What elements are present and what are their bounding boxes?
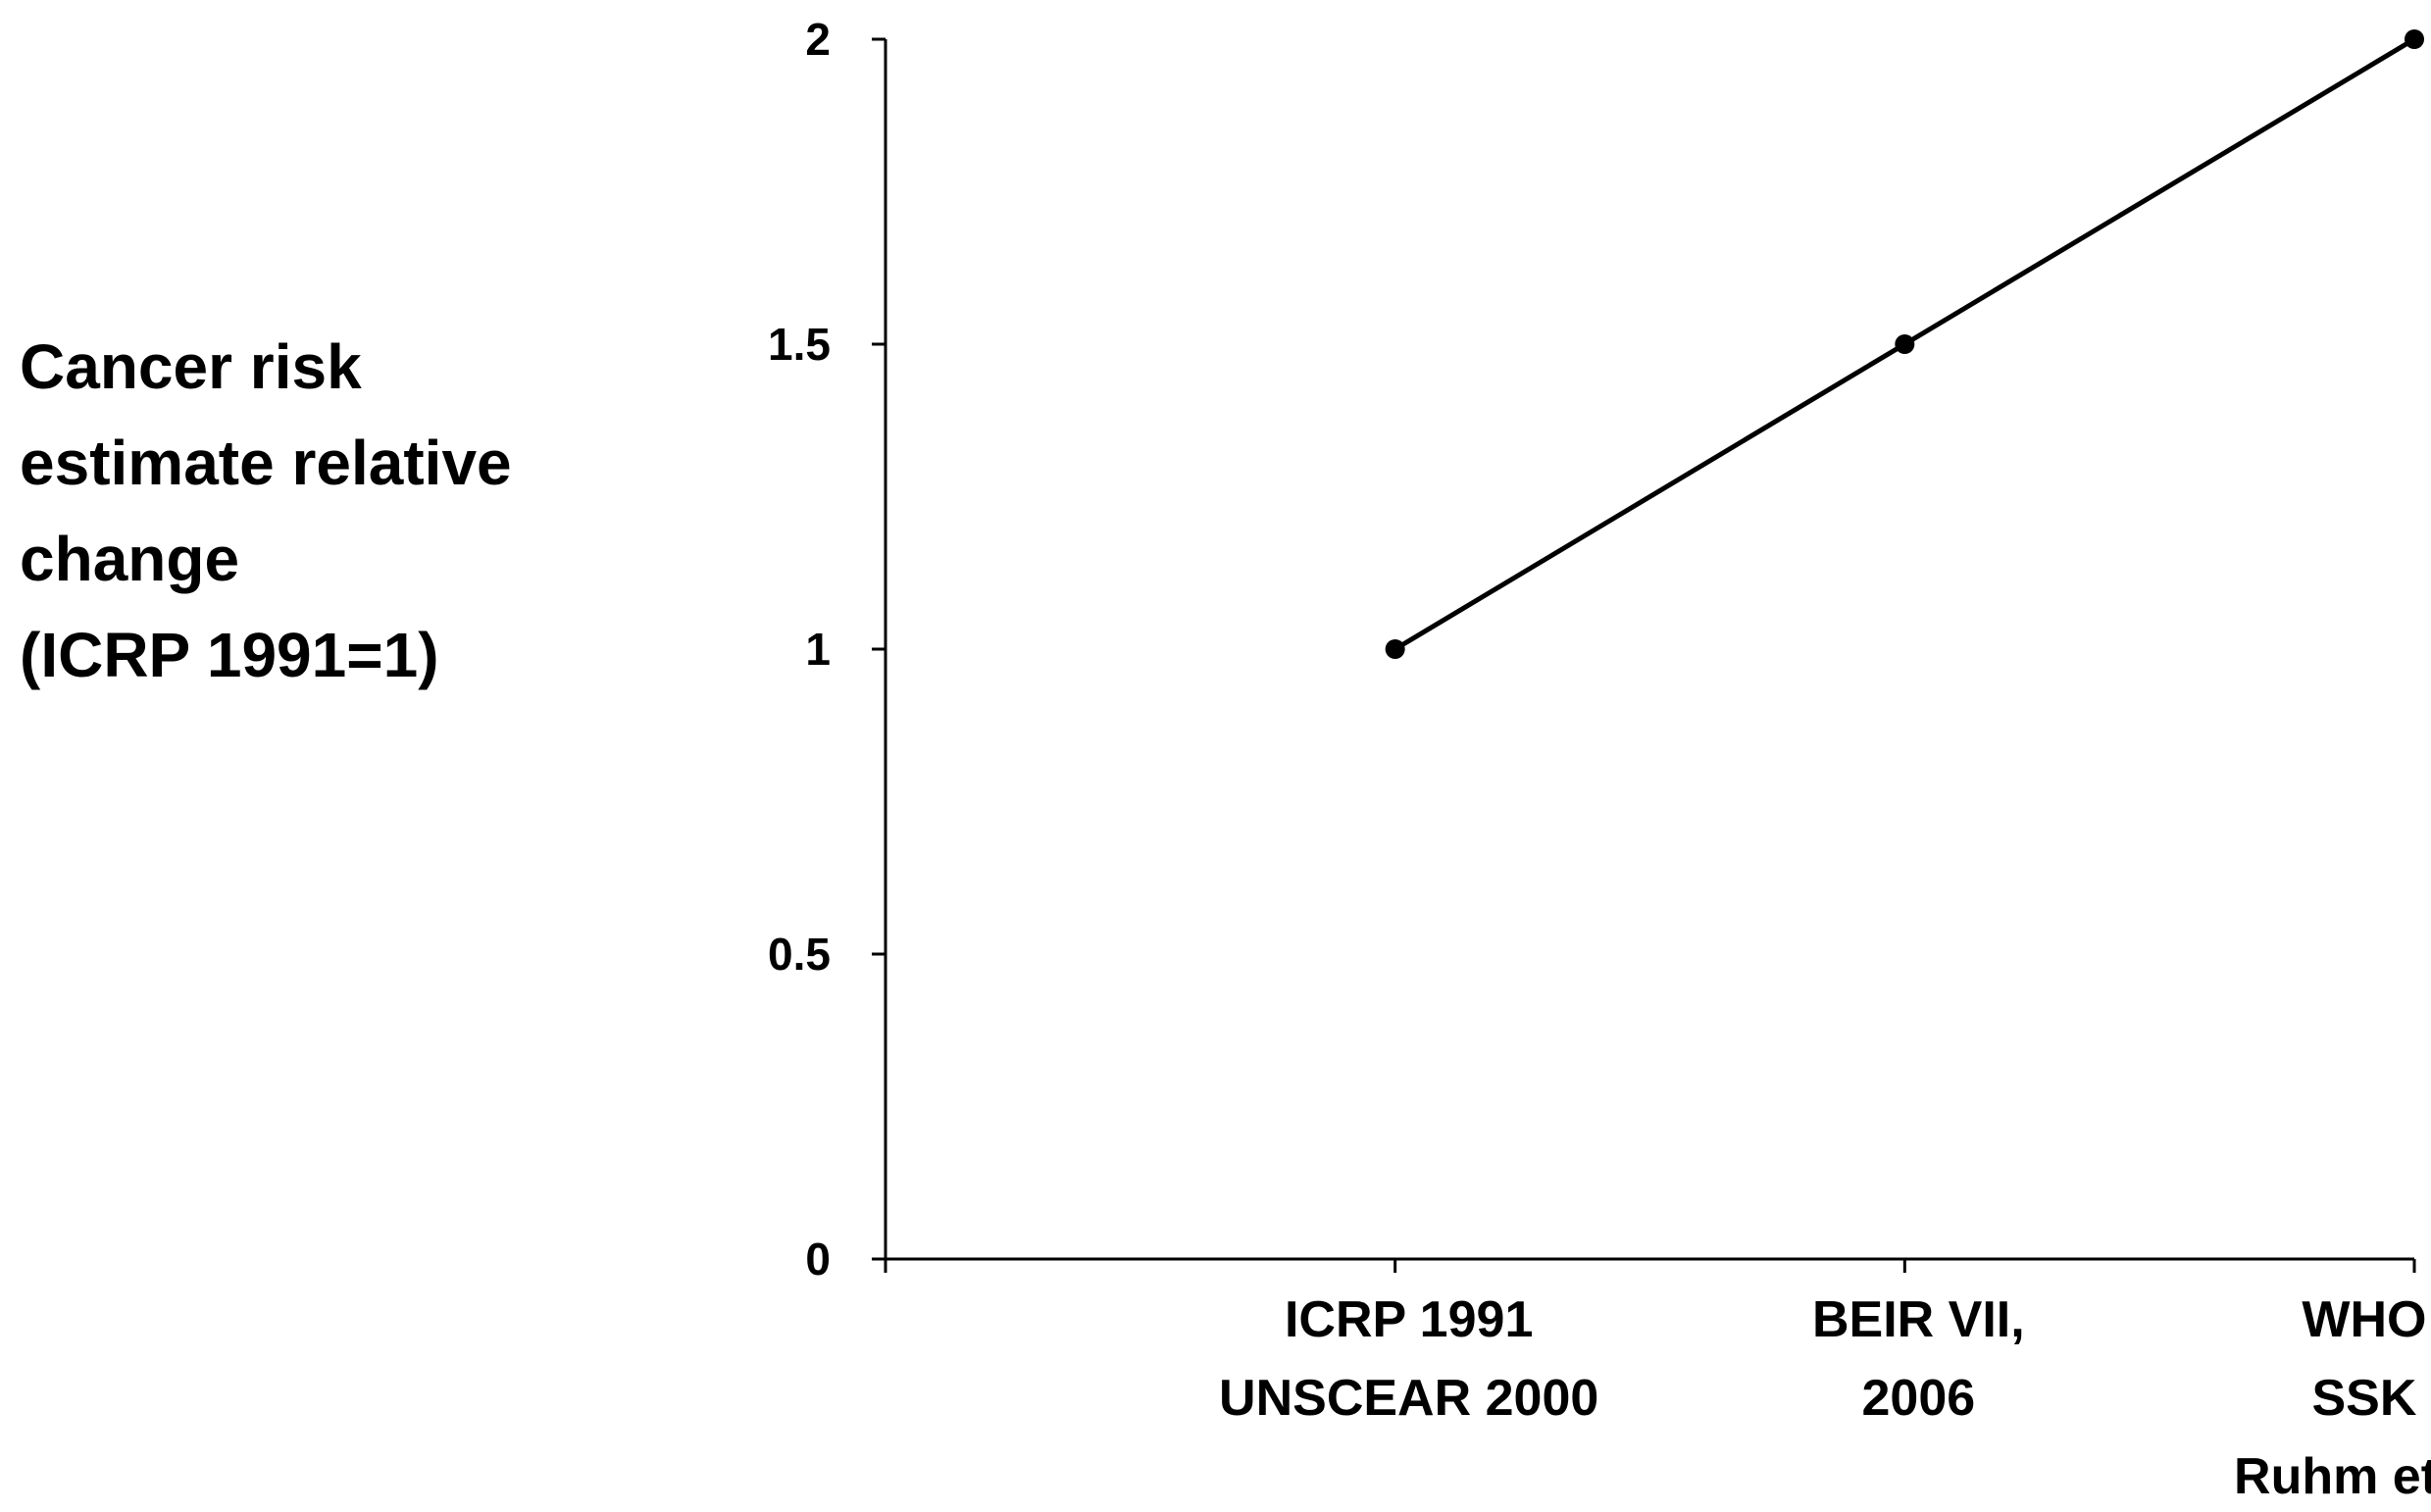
x-tick-label-line: BEIR VII, [1812, 1291, 2025, 1348]
y-tick-label: 0.5 [768, 929, 831, 980]
x-tick-label-line: WHO 2013 [2302, 1291, 2431, 1348]
y-axis-title-line: (ICRP 1991=1) [20, 620, 439, 690]
series-group [1385, 29, 2424, 659]
x-tick-label: ICRP 1991 UNSCEAR 2000 [1219, 1291, 1598, 1427]
y-axis-ticks: 0 0.5 1 1.5 2 [768, 14, 886, 1285]
y-axis-title-line: Cancer risk [20, 331, 362, 402]
data-point [1895, 334, 1915, 354]
x-tick-label-line: Ruhm et al 2022 [2234, 1448, 2431, 1505]
axes [884, 39, 2414, 1261]
x-axis-ticks: ICRP 1991 UNSCEAR 2000 BEIR VII, 2006 WHO 20… [884, 1259, 2431, 1505]
y-axis-title: Cancer risk estimate relative change (IC… [20, 319, 628, 703]
data-point [1385, 639, 1405, 659]
y-tick-label: 1.5 [768, 319, 831, 370]
data-point [2405, 29, 2424, 49]
x-tick-label-line: 2006 [1861, 1370, 1975, 1427]
y-tick-label: 1 [805, 624, 831, 675]
y-axis-title-line: change [20, 524, 240, 594]
x-tick-label: BEIR VII, 2006 [1812, 1291, 2025, 1427]
x-tick-label-line: SSK 2014 [2311, 1370, 2431, 1427]
x-tick-label-line: UNSCEAR 2000 [1219, 1370, 1598, 1427]
y-tick-label: 2 [805, 14, 831, 65]
y-tick-label: 0 [805, 1234, 831, 1285]
x-tick-label: WHO 2013 SSK 2014 Ruhm et al 2022 [2234, 1291, 2431, 1505]
y-axis-title-line: estimate relative [20, 428, 512, 498]
x-tick-label-line: ICRP 1991 [1285, 1291, 1533, 1348]
